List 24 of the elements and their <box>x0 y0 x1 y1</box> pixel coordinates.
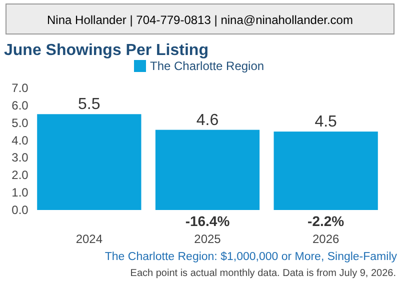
y-tick-label: 6.0 <box>12 98 29 112</box>
text: -2.2% <box>308 213 345 229</box>
text: Each point is actual monthly data. Data is from July 9, 2026. <box>130 268 396 279</box>
data-label: 5.5 <box>78 96 100 114</box>
bar <box>155 130 260 210</box>
y-tick-label: 5.0 <box>12 116 29 130</box>
y-tick-label: 4.0 <box>12 133 29 148</box>
x-tick-label: 2026 <box>312 232 340 246</box>
y-tick-label: 7.0 <box>12 81 29 95</box>
y-tick-label: 1.0 <box>12 186 29 200</box>
data-label: 4.6 <box>196 112 219 129</box>
x-tick-label: 2024 <box>76 232 103 246</box>
y-tick-label: 2.0 <box>12 168 29 182</box>
bar <box>274 132 378 210</box>
data-label: 4.5 <box>314 114 338 131</box>
y-tick-label: 3.0 <box>12 150 29 165</box>
y-tick-label: 0.0 <box>12 203 29 217</box>
x-tick-label: 2025 <box>194 232 222 246</box>
text: Nina Hollander | 704-779-0813 | nina@ninahollander.com <box>47 13 353 27</box>
text: -16.4% <box>185 213 230 229</box>
bar <box>37 114 142 210</box>
chart-title: June Showings Per Listing <box>4 42 208 59</box>
legend-label: The Charlotte Region <box>150 59 264 73</box>
text: The Charlotte Region: $1,000,000 or More, Single-Family <box>104 251 398 263</box>
